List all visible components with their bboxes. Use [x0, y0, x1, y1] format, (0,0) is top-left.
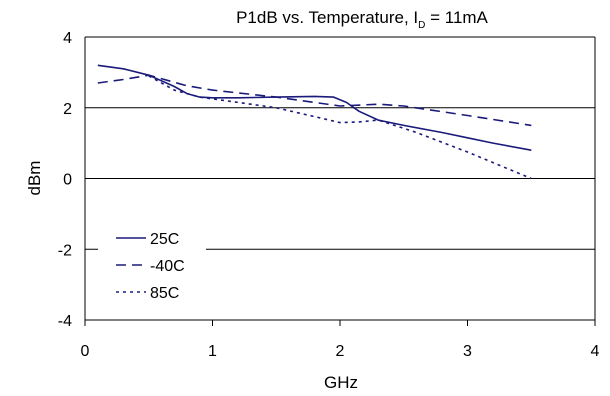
y-tick-label--2: -2	[58, 242, 72, 259]
y-tick-label--4: -4	[58, 313, 72, 330]
axes: -4 -2 0 2 4 0 1 2 3 4	[58, 30, 600, 360]
x-tick-label-3: 3	[463, 343, 472, 360]
legend-label-25C: 25C	[150, 231, 179, 248]
chart-title-suffix: = 11mA	[425, 8, 488, 27]
legend-label--40C: -40C	[150, 258, 185, 275]
series-line--40C	[97, 74, 532, 127]
series-line-85C	[148, 75, 532, 180]
x-tick-label-0: 0	[81, 343, 90, 360]
legend: 25C -40C 85C	[98, 222, 206, 312]
series-line-25C	[97, 64, 532, 151]
y-tick-label-4: 4	[63, 30, 72, 47]
legend-label-85C: 85C	[150, 285, 179, 302]
chart-title: P1dB vs. Temperature, ID = 11mA	[236, 8, 488, 31]
y-tick-label-2: 2	[63, 101, 72, 118]
chart-title-subscript: D	[418, 20, 425, 31]
series-lines	[97, 64, 532, 180]
y-tick-label-0: 0	[63, 172, 72, 189]
y-axis-label: dBm	[25, 161, 44, 196]
x-tick-label-1: 1	[208, 343, 217, 360]
x-axis-label: GHz	[324, 373, 358, 392]
x-tick-label-4: 4	[591, 343, 600, 360]
x-tick-label-2: 2	[336, 343, 345, 360]
legend-background	[98, 222, 206, 312]
chart-title-main: P1dB vs. Temperature, I	[236, 8, 418, 27]
